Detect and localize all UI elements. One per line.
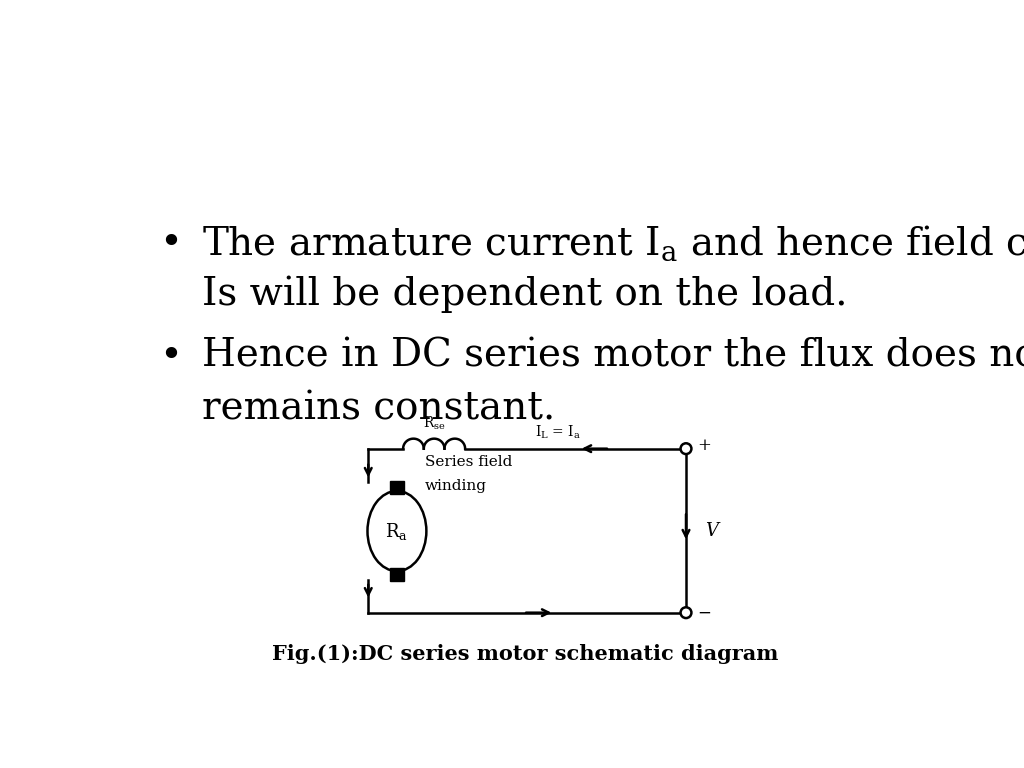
Text: •: • <box>159 224 182 262</box>
Text: Is will be dependent on the load.: Is will be dependent on the load. <box>202 276 847 313</box>
Text: R$_\mathregular{a}$: R$_\mathregular{a}$ <box>385 521 409 541</box>
Circle shape <box>681 443 691 454</box>
Text: remains constant.: remains constant. <box>202 390 555 427</box>
Text: The armature current I$_\mathregular{a}$ and hence field current: The armature current I$_\mathregular{a}$… <box>202 223 1024 263</box>
Text: −: − <box>697 604 712 621</box>
Text: R$_\mathregular{se}$: R$_\mathregular{se}$ <box>423 415 445 432</box>
Text: •: • <box>159 338 182 375</box>
Text: I$_\mathregular{L}$ = I$_\mathregular{a}$: I$_\mathregular{L}$ = I$_\mathregular{a}… <box>535 424 581 441</box>
Text: Fig.(1):DC series motor schematic diagram: Fig.(1):DC series motor schematic diagra… <box>271 644 778 664</box>
Text: winding: winding <box>425 479 486 494</box>
Circle shape <box>681 607 691 618</box>
Text: Series field: Series field <box>425 455 512 468</box>
Bar <box>390 568 403 581</box>
Text: V: V <box>706 521 719 540</box>
Bar <box>390 481 403 494</box>
Text: Hence in DC series motor the flux does not: Hence in DC series motor the flux does n… <box>202 338 1024 375</box>
Text: +: + <box>697 437 712 454</box>
